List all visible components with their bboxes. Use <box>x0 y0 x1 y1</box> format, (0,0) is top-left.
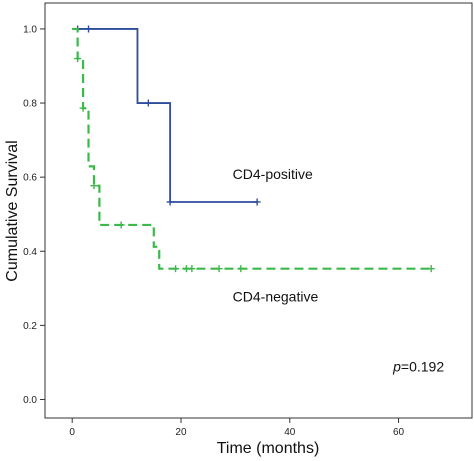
plot-frame <box>44 2 473 419</box>
series-label: CD4-negative <box>233 288 319 304</box>
series-layer <box>72 25 435 273</box>
censor-mark <box>253 198 261 206</box>
censor-mark <box>144 99 152 107</box>
y-tick-label: 0.4 <box>23 247 37 258</box>
censor-mark <box>74 55 82 63</box>
y-axis-ticks: 0.0 0.2 0.4 0.6 0.8 1.0 <box>23 24 45 406</box>
censor-mark <box>215 265 223 273</box>
censor-mark <box>117 221 125 229</box>
p-value-label: p=0.192 <box>392 359 444 375</box>
p-value: =0.192 <box>401 359 444 375</box>
annotation-layer: CD4-positive CD4-negative p=0.192 <box>233 166 445 375</box>
series-cd4-negative <box>72 27 435 273</box>
y-tick-label: 0.8 <box>23 99 37 110</box>
censor-mark <box>166 198 174 206</box>
x-axis-ticks: 0 20 40 60 <box>69 418 405 438</box>
y-tick-label: 0.0 <box>23 395 37 406</box>
censor-mark <box>85 25 93 33</box>
survival-line <box>72 27 432 270</box>
censor-mark <box>172 265 180 273</box>
censor-mark <box>79 104 87 112</box>
p-symbol: p <box>392 359 401 375</box>
x-tick-label: 60 <box>393 427 405 438</box>
y-tick-label: 0.6 <box>23 173 37 184</box>
censor-mark <box>188 265 196 273</box>
censor-mark <box>237 265 245 273</box>
x-tick-label: 0 <box>69 427 75 438</box>
y-tick-label: 0.2 <box>23 321 37 332</box>
series-label: CD4-positive <box>233 166 313 182</box>
x-tick-label: 40 <box>284 427 296 438</box>
survival-line <box>72 28 258 203</box>
censor-mark <box>90 182 98 190</box>
censor-mark <box>427 265 435 273</box>
x-axis-title: Time (months) <box>217 440 320 457</box>
x-tick-label: 20 <box>175 427 187 438</box>
y-tick-label: 1.0 <box>23 24 37 35</box>
y-axis-title: Cumulative Survival <box>4 140 21 281</box>
